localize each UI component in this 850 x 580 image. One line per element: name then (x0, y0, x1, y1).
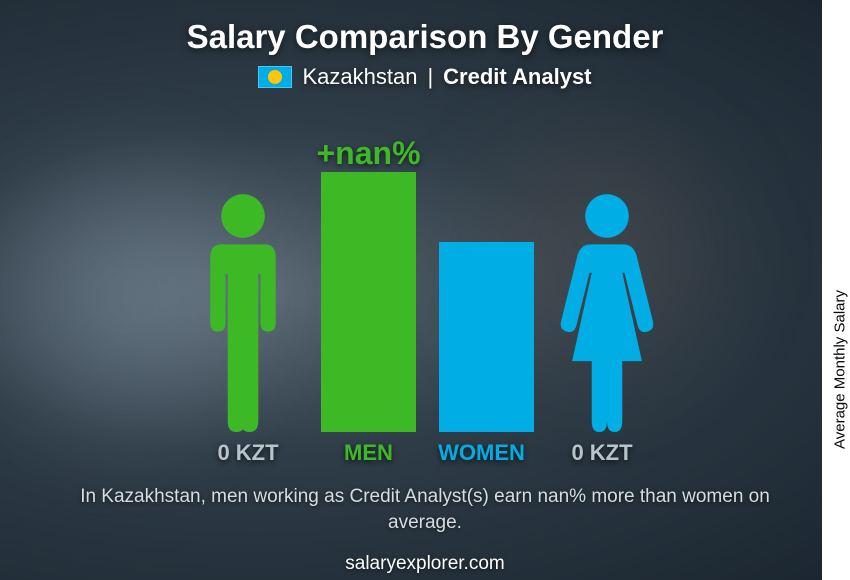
subtitle: Kazakhstan | Credit Analyst (258, 64, 591, 90)
men-bar (321, 172, 416, 432)
delta-label: +nan% (316, 135, 420, 172)
men-bar-col: +nan% (316, 135, 420, 432)
flag-icon (258, 66, 292, 88)
men-icon-col (188, 192, 298, 432)
women-label: WOMEN (434, 440, 529, 466)
men-value: 0 KZT (193, 440, 303, 466)
women-value: 0 KZT (547, 440, 657, 466)
chart: +nan% (145, 102, 705, 432)
men-label: MEN (321, 440, 416, 466)
woman-icon (552, 192, 662, 432)
content: Salary Comparison By Gender Kazakhstan |… (0, 0, 850, 580)
chart-labels: 0 KZT MEN WOMEN 0 KZT (145, 440, 705, 466)
women-icon-col (552, 192, 662, 432)
man-icon (188, 192, 298, 432)
page-title: Salary Comparison By Gender (187, 18, 664, 56)
women-bar (439, 242, 534, 432)
footer-source: salaryexplorer.com (345, 553, 504, 575)
separator: | (427, 64, 433, 90)
role-label: Credit Analyst (443, 64, 591, 90)
country-label: Kazakhstan (302, 64, 417, 90)
description: In Kazakhstan, men working as Credit Ana… (65, 484, 785, 535)
women-bar-col (439, 242, 534, 432)
